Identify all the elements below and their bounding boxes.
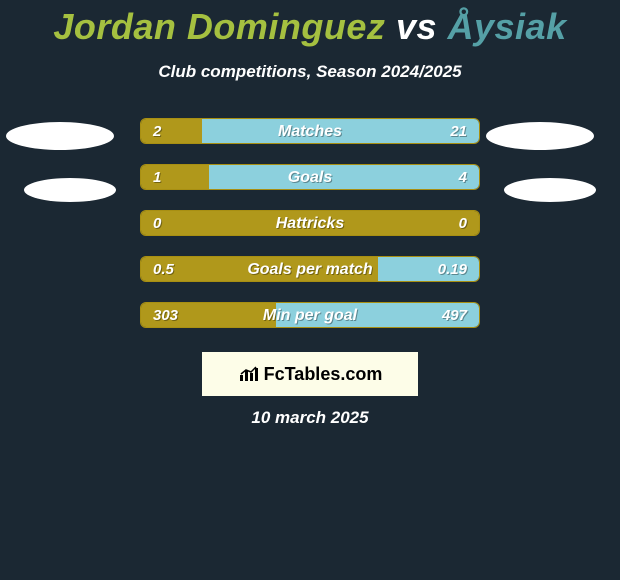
stat-label: Min per goal — [141, 303, 479, 328]
snapshot-date: 10 march 2025 — [0, 408, 620, 428]
stat-bar: 221Matches — [140, 118, 480, 144]
competition-subtitle: Club competitions, Season 2024/2025 — [0, 62, 620, 82]
stat-bar: 00Hattricks — [140, 210, 480, 236]
stat-bar: 0.50.19Goals per match — [140, 256, 480, 282]
comparison-title: Jordan Dominguez vs Åysiak — [0, 0, 620, 48]
title-vs: vs — [396, 6, 437, 47]
player1-name: Jordan Dominguez — [53, 6, 385, 47]
brand-text: FcTables.com — [264, 364, 383, 385]
photo-placeholder-ellipse — [24, 178, 116, 202]
photo-placeholder-ellipse — [6, 122, 114, 150]
stat-bar: 14Goals — [140, 164, 480, 190]
stat-label: Matches — [141, 119, 479, 144]
brand-box: FcTables.com — [202, 352, 418, 396]
photo-placeholder-ellipse — [504, 178, 596, 202]
stat-label: Goals — [141, 165, 479, 190]
stat-label: Goals per match — [141, 257, 479, 282]
photo-placeholder-ellipse — [486, 122, 594, 150]
stat-label: Hattricks — [141, 211, 479, 236]
stat-row: 303497Min per goal — [0, 292, 620, 338]
stat-row: 00Hattricks — [0, 200, 620, 246]
stat-bar: 303497Min per goal — [140, 302, 480, 328]
player2-name: Åysiak — [448, 6, 567, 47]
stat-row: 0.50.19Goals per match — [0, 246, 620, 292]
brand-label: FcTables.com — [238, 364, 383, 385]
brand-chart-icon — [238, 365, 260, 383]
